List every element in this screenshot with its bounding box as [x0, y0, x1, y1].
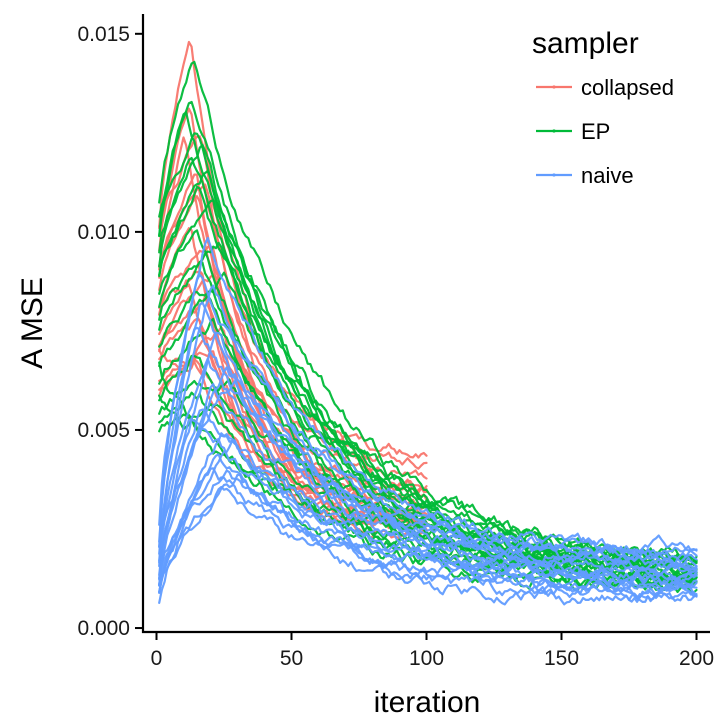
x-axis-title: iteration — [374, 686, 481, 719]
legend-label-ep: EP — [581, 119, 610, 144]
legend-item-ep: EP — [536, 119, 610, 144]
series-line-naive — [158, 273, 698, 571]
x-tick-label: 150 — [544, 647, 579, 670]
legend-label-naive: naive — [581, 163, 634, 188]
legend-title: sampler — [532, 27, 639, 60]
legend-label-collapsed: collapsed — [581, 75, 674, 100]
y-tick-label: 0.005 — [77, 419, 130, 442]
y-tick-label: 0.010 — [77, 221, 130, 244]
legend-item-collapsed: collapsed — [536, 75, 674, 100]
x-tick-label: 0 — [151, 647, 163, 670]
series-line-naive — [158, 366, 698, 586]
legend-key-dot-naive — [552, 173, 556, 177]
x-tick-label: 200 — [679, 647, 714, 670]
series-line-naive — [158, 467, 698, 605]
legend-key-dot-collapsed — [552, 85, 556, 89]
series-line-naive — [158, 357, 698, 581]
series-line-naive — [158, 284, 698, 566]
series-line-naive — [158, 380, 698, 564]
series-line-naive — [158, 485, 698, 606]
legend-key-dot-ep — [552, 129, 556, 133]
plot-area — [158, 40, 698, 606]
series-line-naive — [158, 473, 698, 603]
legend-item-naive: naive — [536, 163, 634, 188]
y-axis-title: A MSE — [16, 277, 49, 369]
series-line-naive — [158, 432, 698, 595]
y-tick-label: 0.015 — [77, 23, 130, 46]
legend: sampler collapsed EP naive — [532, 27, 674, 188]
series-line-naive — [158, 418, 698, 564]
x-axis-ticks: 0 50 100 150 200 — [151, 632, 714, 670]
x-tick-label: 100 — [409, 647, 444, 670]
series-line-naive — [158, 301, 698, 570]
y-tick-label: 0.000 — [77, 617, 130, 640]
x-tick-label: 50 — [280, 647, 303, 670]
y-axis-ticks: 0.000 0.005 0.010 0.015 — [77, 23, 143, 640]
